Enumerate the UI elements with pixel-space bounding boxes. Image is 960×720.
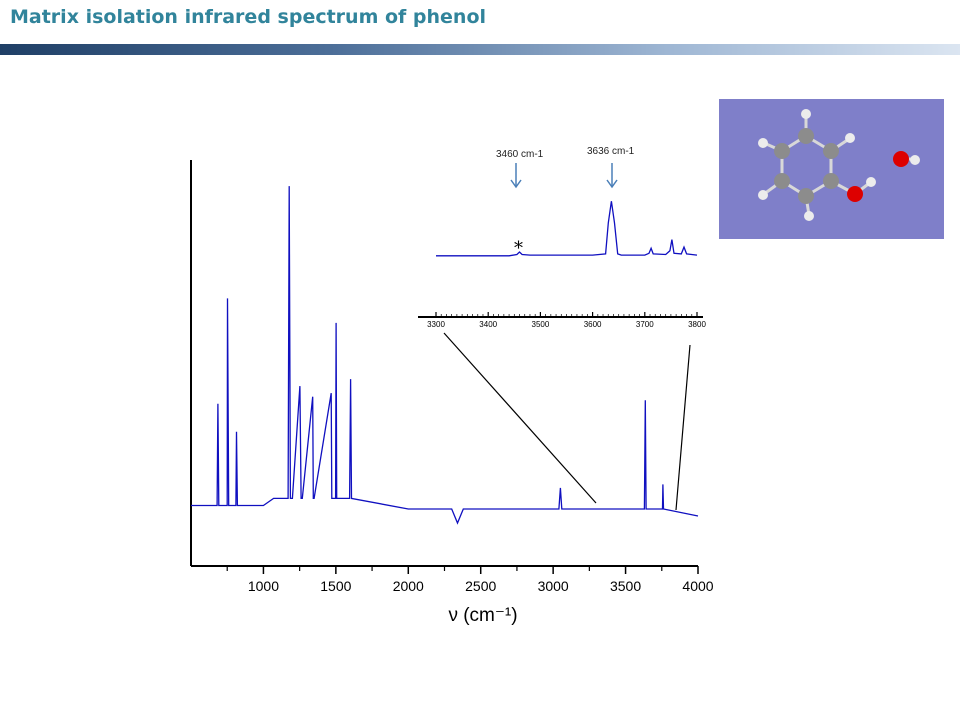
annotation-3460-label: 3460 cm-1 <box>496 149 544 160</box>
inset-tick-label: 3800 <box>688 320 706 329</box>
x-tick-label: 3500 <box>610 578 641 594</box>
x-tick-label: 3000 <box>538 578 569 594</box>
x-tick-label: 4000 <box>682 578 713 594</box>
inset-spectrum-line <box>436 201 698 257</box>
x-tick-label: 2500 <box>465 578 496 594</box>
main-axes <box>190 160 698 567</box>
inset-tick-label: 3300 <box>427 320 445 329</box>
inset-tick-label: 3500 <box>532 320 550 329</box>
carbon-atom-icon <box>823 173 839 189</box>
inset-annotation-3636: 3636 cm-1 <box>587 146 635 189</box>
x-tick-label: 1000 <box>248 578 279 594</box>
inset-tick-label: 3600 <box>584 320 602 329</box>
inset-annotation-3460: 3460 cm-1 <box>496 149 544 189</box>
hydrogen-atom-icon <box>801 109 811 119</box>
x-tick-label: 2000 <box>393 578 424 594</box>
carbon-atom-icon <box>774 173 790 189</box>
hydrogen-atom-icon <box>758 190 768 200</box>
x-tick-label: 1500 <box>320 578 351 594</box>
asterisk-marker: * <box>514 238 523 259</box>
hydrogen-atom-icon <box>758 138 768 148</box>
oxygen-atom-icon <box>847 186 863 202</box>
arrow-down-icon-head <box>606 179 618 189</box>
main-spectrum <box>191 186 699 525</box>
spectrum-line <box>191 186 699 525</box>
carbon-atom-icon <box>774 143 790 159</box>
zoom-connector-right <box>675 344 691 511</box>
carbon-atom-icon <box>823 143 839 159</box>
inset-tick-label: 3400 <box>479 320 497 329</box>
zoom-connector-left <box>443 332 597 504</box>
inset-tick-label: 3700 <box>636 320 654 329</box>
hydrogen-atom-icon <box>845 133 855 143</box>
main-x-ticks: 1000 1500 2000 2500 3000 3500 4000 <box>226 566 714 594</box>
arrow-down-icon-head <box>510 179 522 189</box>
hydrogen-atom-icon <box>910 155 920 165</box>
inset-spectrum <box>436 201 698 257</box>
title-underline-bar <box>0 44 960 55</box>
carbon-atom-icon <box>798 128 814 144</box>
phenol-water-molecule-image <box>719 99 944 239</box>
inset-x-axis: 3300 3400 3500 3600 3700 3800 <box>418 312 706 329</box>
hydrogen-atom-icon <box>866 177 876 187</box>
hydrogen-atom-icon <box>804 211 814 221</box>
annotation-3636-label: 3636 cm-1 <box>587 146 635 157</box>
x-axis-label: ν (cm⁻¹) <box>448 605 517 626</box>
carbon-atom-icon <box>798 188 814 204</box>
page-title: Matrix isolation infrared spectrum of ph… <box>10 6 487 28</box>
oxygen-atom-icon <box>893 151 909 167</box>
